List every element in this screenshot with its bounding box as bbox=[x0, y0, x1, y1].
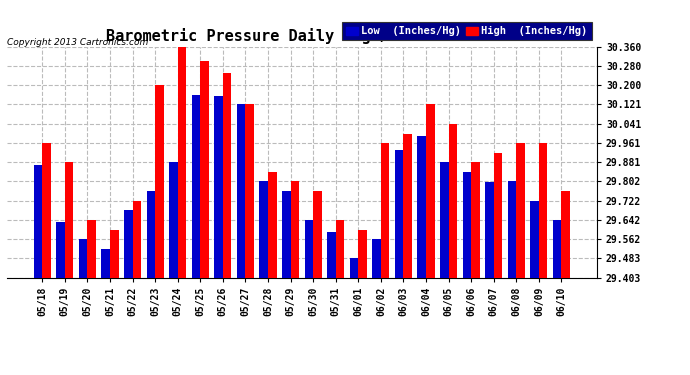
Bar bbox=[471, 162, 480, 278]
Bar bbox=[282, 191, 290, 278]
Bar bbox=[132, 201, 141, 278]
Bar bbox=[42, 143, 51, 278]
Bar bbox=[223, 74, 231, 278]
Bar bbox=[79, 239, 88, 278]
Bar bbox=[124, 210, 132, 278]
Bar bbox=[494, 153, 502, 278]
Bar bbox=[562, 191, 570, 278]
Bar bbox=[268, 172, 277, 278]
Bar bbox=[246, 105, 254, 278]
Bar bbox=[146, 191, 155, 278]
Bar bbox=[200, 62, 209, 278]
Bar bbox=[169, 162, 178, 278]
Bar bbox=[327, 232, 336, 278]
Bar bbox=[448, 124, 457, 278]
Bar bbox=[426, 105, 435, 278]
Bar bbox=[539, 143, 547, 278]
Bar bbox=[65, 162, 73, 278]
Bar bbox=[57, 222, 65, 278]
Bar bbox=[485, 182, 494, 278]
Bar bbox=[404, 134, 412, 278]
Bar bbox=[373, 239, 381, 278]
Bar bbox=[350, 258, 358, 278]
Bar bbox=[553, 220, 562, 278]
Bar bbox=[304, 220, 313, 278]
Bar bbox=[259, 182, 268, 278]
Bar bbox=[508, 182, 516, 278]
Legend: Low  (Inches/Hg), High  (Inches/Hg): Low (Inches/Hg), High (Inches/Hg) bbox=[342, 22, 591, 40]
Bar bbox=[395, 150, 404, 278]
Bar bbox=[358, 230, 367, 278]
Text: Copyright 2013 Cartronics.com: Copyright 2013 Cartronics.com bbox=[7, 38, 148, 46]
Bar bbox=[101, 249, 110, 278]
Bar bbox=[215, 96, 223, 278]
Bar bbox=[462, 172, 471, 278]
Bar bbox=[290, 182, 299, 278]
Bar bbox=[178, 47, 186, 278]
Bar bbox=[417, 136, 426, 278]
Title: Barometric Pressure Daily High/Low 20130611: Barometric Pressure Daily High/Low 20130… bbox=[106, 28, 498, 44]
Bar bbox=[381, 143, 389, 278]
Bar bbox=[336, 220, 344, 278]
Bar bbox=[192, 95, 200, 278]
Bar bbox=[440, 162, 449, 278]
Bar bbox=[237, 105, 246, 278]
Bar bbox=[110, 230, 119, 278]
Bar bbox=[34, 165, 42, 278]
Bar bbox=[155, 86, 164, 278]
Bar bbox=[531, 201, 539, 278]
Bar bbox=[88, 220, 96, 278]
Bar bbox=[313, 191, 322, 278]
Bar bbox=[516, 143, 525, 278]
